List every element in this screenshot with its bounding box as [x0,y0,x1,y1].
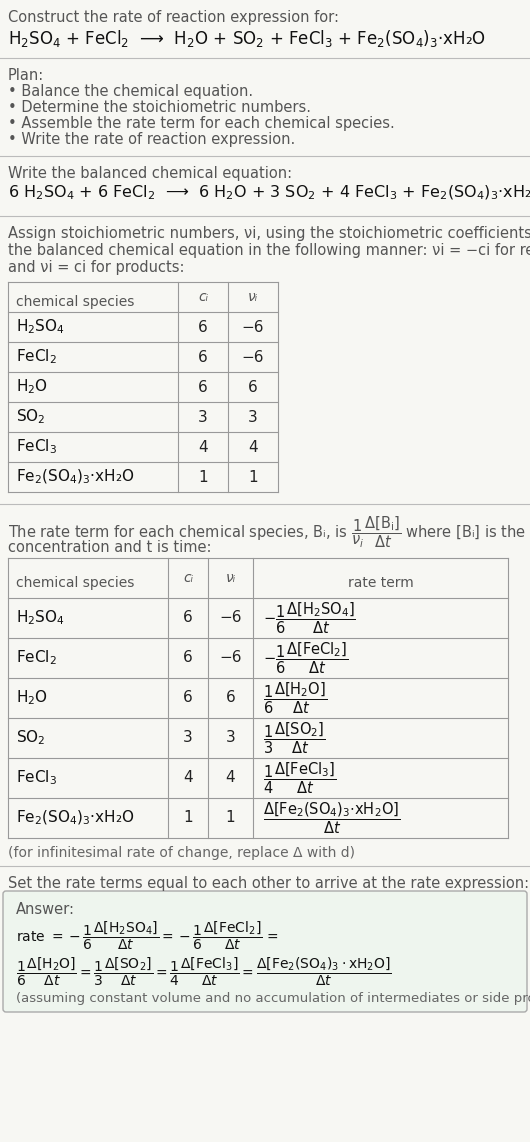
Text: −6: −6 [242,320,264,335]
Text: and νi = ci for products:: and νi = ci for products: [8,260,184,275]
Text: • Assemble the rate term for each chemical species.: • Assemble the rate term for each chemic… [8,116,395,131]
Text: 6: 6 [198,379,208,394]
Text: $\dfrac{1}{6}\dfrac{\Delta[\mathrm{H_2O}]}{\Delta t}$$ = \dfrac{1}{3}\dfrac{\Del: $\dfrac{1}{6}\dfrac{\Delta[\mathrm{H_2O}… [16,956,392,988]
Text: $\mathregular{H_2SO_4}$: $\mathregular{H_2SO_4}$ [16,609,65,627]
Text: 6: 6 [183,611,193,626]
Text: 3: 3 [226,731,235,746]
Text: 3: 3 [198,410,208,425]
Text: $\mathregular{6\ H_2SO_4}$ + $\mathregular{6\ FeCl_2}$  ⟶  $\mathregular{6\ H_2O: $\mathregular{6\ H_2SO_4}$ + $\mathregul… [8,184,530,202]
Text: cᵢ: cᵢ [183,571,193,585]
Text: $\mathregular{H_2O}$: $\mathregular{H_2O}$ [16,378,48,396]
Text: $\dfrac{\Delta[\mathrm{Fe_2(SO_4)_3{\cdot}xH_2O}]}{\Delta t}$: $\dfrac{\Delta[\mathrm{Fe_2(SO_4)_3{\cdo… [263,801,400,836]
Text: $\dfrac{1}{3}\dfrac{\Delta[\mathrm{SO_2}]}{\Delta t}$: $\dfrac{1}{3}\dfrac{\Delta[\mathrm{SO_2}… [263,721,325,756]
Text: $\mathregular{Fe_2(SO_4)_3}$·xH₂O: $\mathregular{Fe_2(SO_4)_3}$·xH₂O [16,809,135,827]
Text: Answer:: Answer: [16,902,75,917]
Text: $\mathregular{FeCl_2}$: $\mathregular{FeCl_2}$ [16,649,57,667]
Text: $\mathregular{Fe_2(SO_4)_3}$·xH₂O: $\mathregular{Fe_2(SO_4)_3}$·xH₂O [16,468,135,486]
Text: Write the balanced chemical equation:: Write the balanced chemical equation: [8,166,292,180]
Text: $\mathregular{H_2O}$: $\mathregular{H_2O}$ [16,689,48,707]
Text: (assuming constant volume and no accumulation of intermediates or side products): (assuming constant volume and no accumul… [16,992,530,1005]
Text: νᵢ: νᵢ [248,290,258,304]
Text: concentration and t is time:: concentration and t is time: [8,540,211,555]
Text: $\mathregular{FeCl_2}$: $\mathregular{FeCl_2}$ [16,347,57,367]
Text: 4: 4 [198,440,208,455]
Text: Plan:: Plan: [8,69,44,83]
Text: −6: −6 [242,349,264,364]
Text: rate term: rate term [348,576,413,590]
Text: (for infinitesimal rate of change, replace Δ with d): (for infinitesimal rate of change, repla… [8,846,355,860]
Text: −6: −6 [219,611,242,626]
Text: the balanced chemical equation in the following manner: νi = −ci for reactants: the balanced chemical equation in the fo… [8,243,530,258]
Text: $\dfrac{1}{4}\dfrac{\Delta[\mathrm{FeCl_3}]}{\Delta t}$: $\dfrac{1}{4}\dfrac{\Delta[\mathrm{FeCl_… [263,761,337,796]
Text: $\mathregular{FeCl_3}$: $\mathregular{FeCl_3}$ [16,769,57,787]
Text: $\mathregular{FeCl_3}$: $\mathregular{FeCl_3}$ [16,437,57,457]
Text: −6: −6 [219,651,242,666]
Text: $\mathregular{SO_2}$: $\mathregular{SO_2}$ [16,408,46,426]
Text: 6: 6 [248,379,258,394]
Text: 4: 4 [226,771,235,786]
Text: Set the rate terms equal to each other to arrive at the rate expression:: Set the rate terms equal to each other t… [8,876,529,891]
Text: 3: 3 [183,731,193,746]
Text: 4: 4 [183,771,193,786]
Text: 6: 6 [198,320,208,335]
Text: chemical species: chemical species [16,576,135,590]
Text: 1: 1 [226,811,235,826]
Text: 1: 1 [198,469,208,484]
Text: The rate term for each chemical species, Bᵢ, is $\dfrac{1}{\nu_i}\dfrac{\Delta[\: The rate term for each chemical species,… [8,514,530,549]
Text: chemical species: chemical species [16,295,135,309]
Text: 6: 6 [226,691,235,706]
Text: 6: 6 [183,691,193,706]
Text: Assign stoichiometric numbers, νi, using the stoichiometric coefficients, ci, fr: Assign stoichiometric numbers, νi, using… [8,226,530,241]
Text: Construct the rate of reaction expression for:: Construct the rate of reaction expressio… [8,10,339,25]
Text: 1: 1 [248,469,258,484]
Text: 3: 3 [248,410,258,425]
Text: • Write the rate of reaction expression.: • Write the rate of reaction expression. [8,132,295,147]
Text: 6: 6 [198,349,208,364]
Text: $\mathregular{H_2SO_4}$ + $\mathregular{FeCl_2}$  ⟶  $\mathregular{H_2O}$ + $\ma: $\mathregular{H_2SO_4}$ + $\mathregular{… [8,29,486,49]
Text: 4: 4 [248,440,258,455]
Text: • Determine the stoichiometric numbers.: • Determine the stoichiometric numbers. [8,100,311,115]
Text: • Balance the chemical equation.: • Balance the chemical equation. [8,85,253,99]
Text: cᵢ: cᵢ [198,290,208,304]
FancyBboxPatch shape [3,891,527,1012]
Text: $\dfrac{1}{6}\dfrac{\Delta[\mathrm{H_2O}]}{\Delta t}$: $\dfrac{1}{6}\dfrac{\Delta[\mathrm{H_2O}… [263,681,327,716]
Text: rate $= -\dfrac{1}{6}\dfrac{\Delta[\mathrm{H_2SO_4}]}{\Delta t}$$ = -\dfrac{1}{6: rate $= -\dfrac{1}{6}\dfrac{\Delta[\math… [16,920,279,952]
Text: 6: 6 [183,651,193,666]
Text: $-\dfrac{1}{6}\dfrac{\Delta[\mathrm{H_2SO_4}]}{\Delta t}$: $-\dfrac{1}{6}\dfrac{\Delta[\mathrm{H_2S… [263,601,356,636]
Text: νᵢ: νᵢ [225,571,236,585]
Text: $-\dfrac{1}{6}\dfrac{\Delta[\mathrm{FeCl_2}]}{\Delta t}$: $-\dfrac{1}{6}\dfrac{\Delta[\mathrm{FeCl… [263,641,349,676]
Text: $\mathregular{SO_2}$: $\mathregular{SO_2}$ [16,729,46,747]
Text: 1: 1 [183,811,193,826]
Text: $\mathregular{H_2SO_4}$: $\mathregular{H_2SO_4}$ [16,317,65,337]
